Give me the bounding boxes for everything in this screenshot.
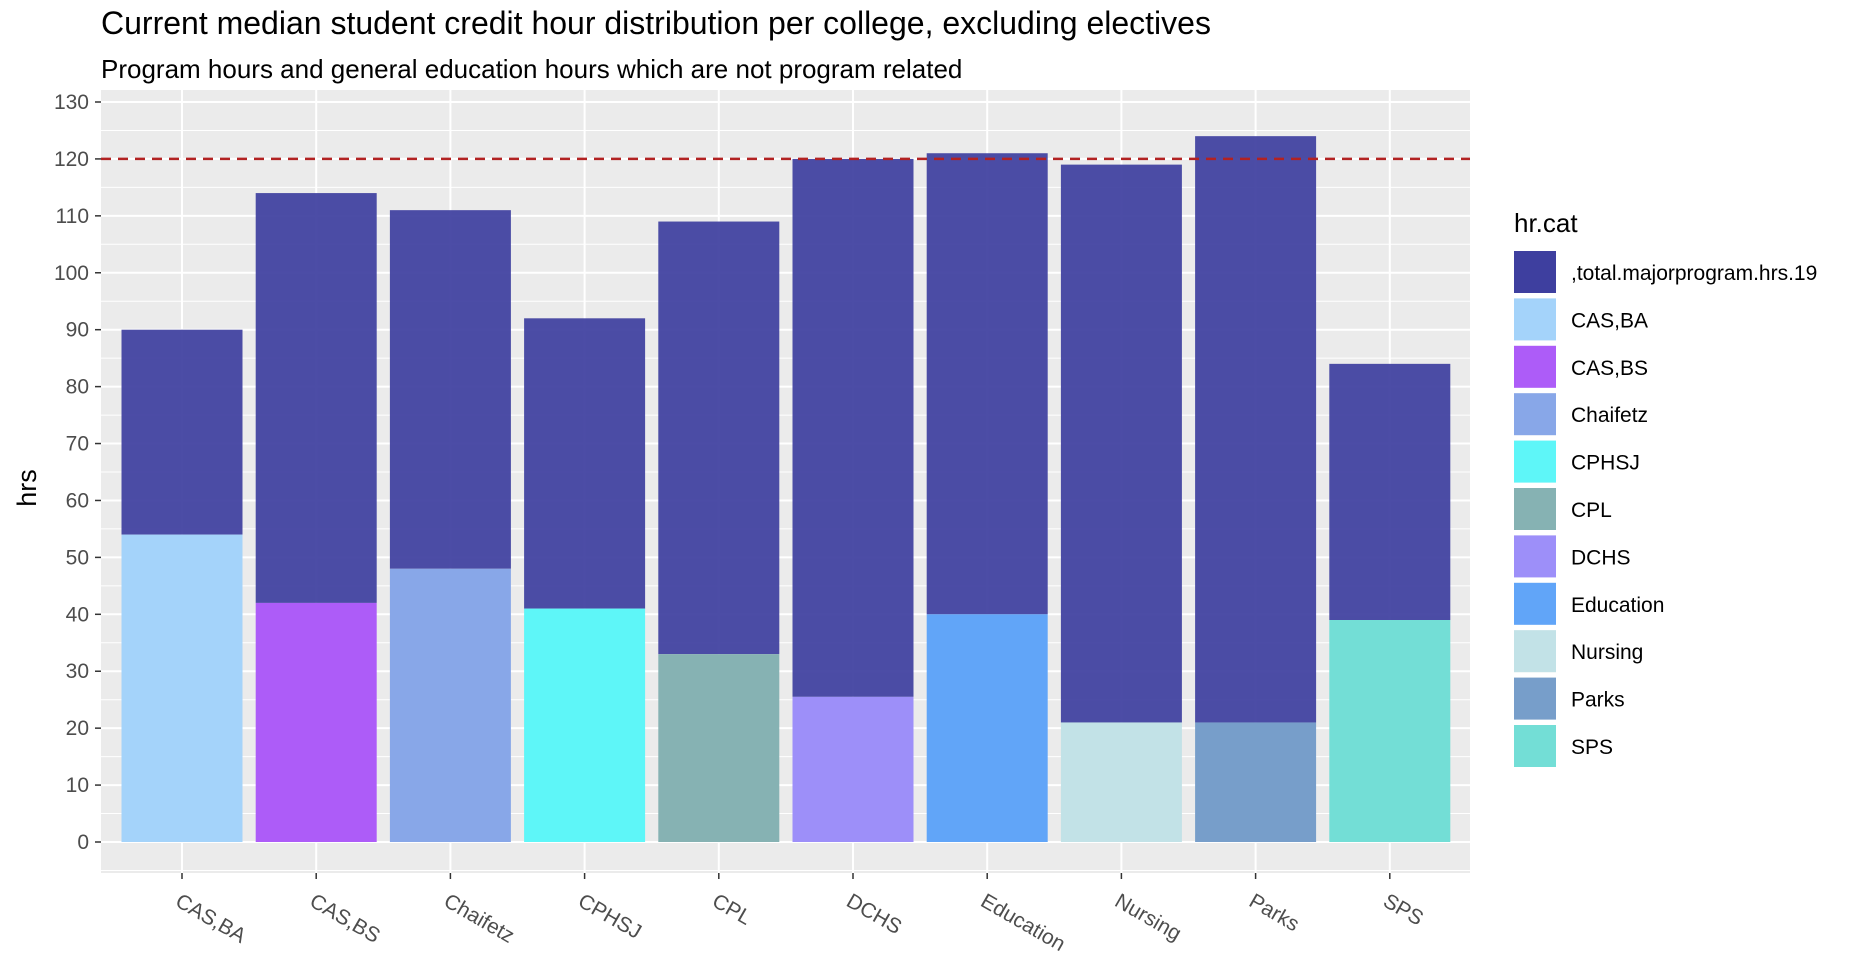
y-tick-label: 20 bbox=[66, 717, 89, 740]
y-tick-label: 50 bbox=[66, 546, 89, 569]
bar-program-hours-education bbox=[926, 153, 1048, 615]
x-tick-label: CAS,BS bbox=[306, 889, 384, 947]
bar-program-hours-cas-bs bbox=[255, 193, 377, 603]
y-tick-label: 120 bbox=[54, 148, 89, 171]
legend-label: Education bbox=[1571, 594, 1664, 617]
y-tick-label: 70 bbox=[66, 433, 89, 456]
y-tick-label: 90 bbox=[66, 319, 89, 342]
legend-swatch bbox=[1514, 440, 1556, 483]
y-tick-label: 130 bbox=[54, 91, 89, 114]
legend-swatch bbox=[1514, 677, 1556, 720]
legend-swatch bbox=[1514, 535, 1556, 578]
bar-gen-ed-hours-parks bbox=[1195, 722, 1317, 842]
bar-program-hours-cphsj bbox=[524, 318, 646, 609]
legend-label: Nursing bbox=[1571, 641, 1643, 664]
legend-label: Parks bbox=[1571, 689, 1625, 712]
legend-label: CAS,BS bbox=[1571, 357, 1648, 380]
chart-title: Current median student credit hour distr… bbox=[101, 5, 1211, 41]
legend-label: Chaifetz bbox=[1571, 404, 1648, 427]
legend-label: CPL bbox=[1571, 499, 1612, 522]
x-tick-label: CPL bbox=[708, 889, 755, 929]
legend-swatch bbox=[1514, 582, 1556, 625]
x-tick-label: Education bbox=[977, 889, 1069, 956]
x-axis: CAS,BA CAS,BS Chaifetz CPHSJ CPL DCHS Educatio… bbox=[172, 873, 1427, 956]
x-tick-label: Parks bbox=[1245, 889, 1303, 936]
legend-title: hr.cat bbox=[1514, 208, 1578, 238]
x-tick-label: Chaifetz bbox=[440, 889, 518, 947]
bar-program-hours-parks bbox=[1195, 136, 1317, 723]
y-tick-label: 100 bbox=[54, 262, 89, 285]
legend-swatch bbox=[1514, 725, 1556, 767]
y-axis: 0 10 20 30 40 50 60 70 80 90 100 110 120 130 bbox=[54, 91, 101, 854]
legend-label: CPHSJ bbox=[1571, 452, 1640, 475]
bar-program-hours-nursing bbox=[1060, 164, 1182, 723]
chart-subtitle: Program hours and general education hour… bbox=[101, 54, 962, 84]
bar-program-hours-dchs bbox=[792, 158, 914, 697]
y-tick-label: 110 bbox=[56, 205, 89, 228]
bar-gen-ed-hours-education bbox=[926, 614, 1048, 842]
bar-gen-ed-hours-cphsj bbox=[524, 608, 646, 842]
y-tick-label: 30 bbox=[66, 660, 89, 683]
y-tick-label: 40 bbox=[66, 603, 89, 626]
y-tick-label: 80 bbox=[66, 376, 89, 399]
y-axis-title: hrs bbox=[12, 469, 42, 507]
legend-label: ,total.majorprogram.hrs.19 bbox=[1571, 262, 1817, 285]
y-tick-label: 0 bbox=[77, 831, 89, 854]
bar-gen-ed-hours-nursing bbox=[1060, 722, 1182, 842]
bars bbox=[121, 136, 1451, 842]
legend-label: SPS bbox=[1571, 736, 1613, 759]
bar-gen-ed-hours-dchs bbox=[792, 696, 914, 842]
y-tick-label: 10 bbox=[66, 774, 89, 797]
bar-program-hours-sps bbox=[1329, 363, 1451, 620]
bar-gen-ed-hours-chaifetz bbox=[389, 568, 511, 842]
bar-gen-ed-hours-cas-ba bbox=[121, 534, 243, 842]
legend-swatch bbox=[1514, 298, 1556, 341]
bar-gen-ed-hours-cpl bbox=[658, 654, 780, 842]
bar-program-hours-cpl bbox=[658, 221, 780, 655]
y-tick-label: 60 bbox=[66, 489, 89, 512]
x-tick-label: CAS,BA bbox=[172, 889, 250, 947]
legend-swatch bbox=[1514, 393, 1556, 436]
bar-program-hours-chaifetz bbox=[389, 210, 511, 569]
legend-swatch bbox=[1514, 251, 1556, 293]
bar-gen-ed-hours-cas-bs bbox=[255, 602, 377, 842]
legend-swatch bbox=[1514, 488, 1556, 530]
bar-program-hours-cas-ba bbox=[121, 329, 243, 535]
x-tick-label: CPHSJ bbox=[574, 889, 645, 943]
bar-gen-ed-hours-sps bbox=[1329, 620, 1451, 842]
legend-swatch bbox=[1514, 630, 1556, 673]
legend-swatch bbox=[1514, 345, 1556, 388]
legend-label: DCHS bbox=[1571, 546, 1631, 569]
x-tick-label: SPS bbox=[1379, 889, 1427, 930]
legend: hr.cat ,total.majorprogram.hrs.19 CAS,BA CA… bbox=[1514, 208, 1817, 767]
x-tick-label: Nursing bbox=[1111, 889, 1185, 945]
legend-label: CAS,BA bbox=[1571, 309, 1648, 332]
x-tick-label: DCHS bbox=[843, 889, 906, 939]
